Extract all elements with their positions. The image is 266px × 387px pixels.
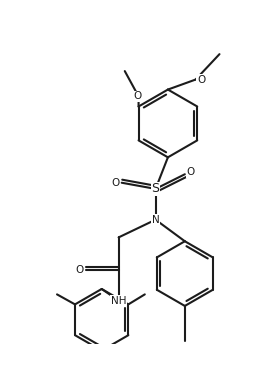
Text: N: N <box>152 215 159 225</box>
Text: O: O <box>133 91 141 101</box>
Text: S: S <box>152 182 160 195</box>
Text: O: O <box>187 167 195 177</box>
Text: O: O <box>75 265 84 275</box>
Text: O: O <box>111 178 120 188</box>
Text: O: O <box>197 75 205 84</box>
Text: NH: NH <box>111 296 126 306</box>
